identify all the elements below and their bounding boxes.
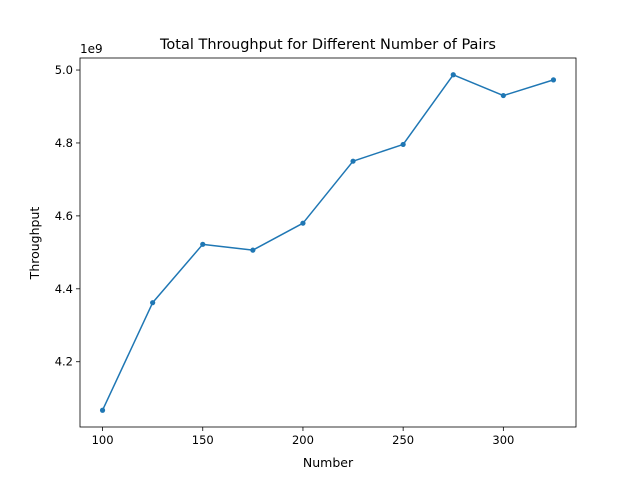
plot-area	[79, 57, 577, 428]
y-tick-label: 5.0	[55, 63, 73, 77]
y-axis-ticks: 4.2 4.4 4.6 4.8 5.0	[55, 63, 80, 369]
x-tick-label: 200	[292, 433, 314, 447]
data-point-275	[450, 72, 456, 78]
data-point-325	[550, 77, 557, 83]
x-axis-label: Number	[303, 455, 354, 470]
data-point-250	[400, 141, 406, 148]
y-tick-label: 4.2	[55, 355, 73, 369]
series-line	[101, 74, 554, 411]
data-point-100	[99, 407, 106, 413]
data-point-150	[200, 241, 206, 247]
x-tick-label: 300	[492, 433, 514, 447]
data-point-300	[500, 92, 506, 99]
x-tick-label: 250	[392, 433, 414, 447]
data-point-200	[300, 220, 306, 226]
data-point-175	[250, 247, 256, 253]
y-tick-label: 4.6	[55, 209, 73, 223]
y-axis-offset-label: 1e9	[80, 42, 103, 56]
chart-title: Total Throughput for Different Number of…	[159, 37, 496, 53]
y-tick-label: 4.8	[55, 136, 73, 150]
x-axis-ticks: 100 150 200 250 300	[92, 427, 514, 447]
x-tick-label: 100	[92, 433, 114, 447]
axes-frame	[79, 57, 577, 428]
data-point-225	[350, 158, 356, 164]
y-axis-label: Throughput	[27, 207, 42, 281]
data-point-125	[150, 300, 156, 306]
x-tick-label: 150	[192, 433, 214, 447]
y-tick-label: 4.4	[55, 282, 73, 296]
